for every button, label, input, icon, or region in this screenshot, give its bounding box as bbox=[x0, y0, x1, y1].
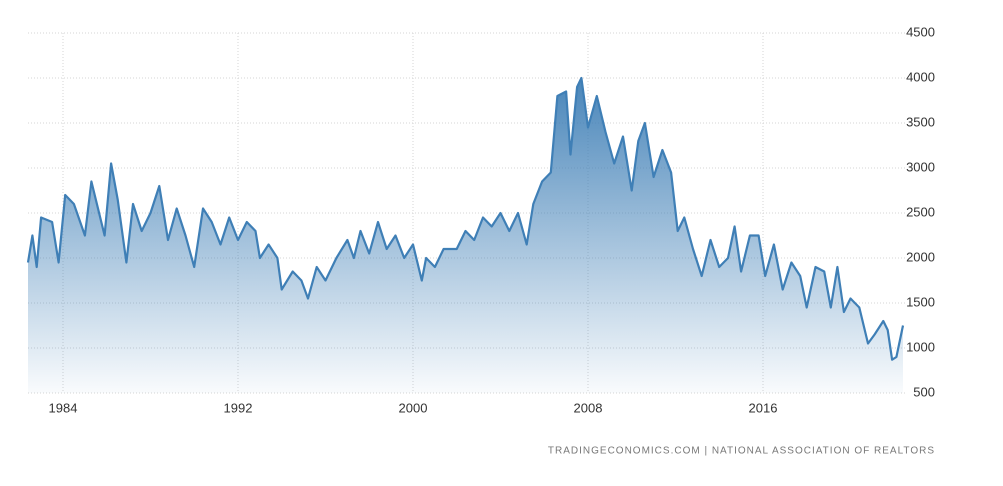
y-tick-label: 2500 bbox=[906, 204, 935, 219]
x-tick-label: 2008 bbox=[574, 400, 603, 415]
y-tick-label: 4500 bbox=[906, 24, 935, 39]
y-tick-label: 2000 bbox=[906, 249, 935, 264]
source-note: TRADINGECONOMICS.COM | NATIONAL ASSOCIAT… bbox=[548, 446, 935, 457]
y-tick-label: 500 bbox=[913, 384, 935, 399]
x-tick-label: 2016 bbox=[749, 400, 778, 415]
y-tick-label: 3000 bbox=[906, 159, 935, 174]
x-tick-label: 1984 bbox=[49, 400, 78, 415]
y-tick-label: 1500 bbox=[906, 294, 935, 309]
x-tick-label: 1992 bbox=[224, 400, 253, 415]
x-tick-label: 2000 bbox=[399, 400, 428, 415]
y-tick-label: 4000 bbox=[906, 69, 935, 84]
y-tick-label: 3500 bbox=[906, 114, 935, 129]
y-tick-label: 1000 bbox=[906, 339, 935, 354]
line bbox=[26, 76, 905, 361]
area-fill bbox=[28, 78, 903, 393]
